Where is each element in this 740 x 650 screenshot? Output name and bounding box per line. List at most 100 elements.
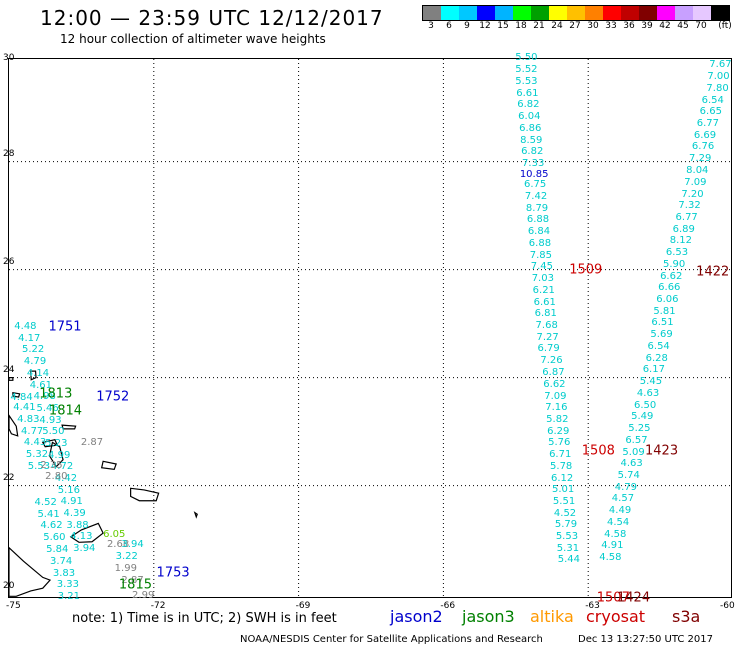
pass-time-label: 1815: [118, 577, 152, 593]
wave-height-value: 5.53: [515, 75, 538, 87]
coastline-turks-caicos: [130, 487, 160, 502]
wave-height-value: 6.81: [534, 307, 557, 319]
wave-height-value: 2.99: [132, 589, 155, 601]
color-scale-swatch: [639, 6, 657, 20]
color-scale-swatch: [657, 6, 675, 20]
wave-height-value: 7.03: [531, 272, 554, 284]
color-scale-label: 6: [446, 21, 452, 31]
wave-height-value: 4.84: [10, 392, 33, 404]
wave-height-value: 5.32: [25, 449, 49, 461]
x-tick-label: -66: [440, 601, 456, 611]
wave-height-value: 4.62: [40, 520, 63, 532]
wave-height-value: 6.29: [547, 425, 570, 437]
wave-height-value: 4.98: [33, 391, 56, 403]
wave-height-value: 4.93: [39, 414, 62, 426]
x-tick-label: -75: [6, 601, 21, 611]
wave-height-value: 7.27: [536, 331, 559, 343]
color-scale-label: (ft): [718, 21, 732, 31]
wave-height-value: 6.87: [542, 366, 565, 378]
satellite-label-altika: altika: [530, 607, 574, 626]
color-scale-swatch: [459, 6, 477, 20]
wave-height-value: 6.57: [625, 434, 648, 446]
wave-height-value: 4.43: [23, 437, 47, 449]
pass-time-label: 1752: [96, 389, 130, 405]
wave-height-value: 5.41: [37, 508, 60, 520]
wave-height-value: 6.50: [634, 399, 657, 411]
coastline-mayaguana: [100, 460, 117, 471]
satellite-label-jason2: jason2: [390, 607, 443, 626]
color-scale-label: 39: [641, 21, 653, 31]
wave-height-value: 6.82: [521, 146, 544, 158]
wave-height-value: 4.54: [606, 516, 630, 528]
wave-height-value: 6.05: [103, 529, 126, 541]
wave-height-value: 4.57: [611, 493, 635, 505]
wave-height-value: 1.99: [114, 562, 137, 574]
wave-height-value: 6.86: [519, 122, 542, 134]
satellite-label-s3a: s3a: [672, 607, 701, 626]
wave-height-value: 5.76: [548, 436, 571, 448]
wave-height-value: 4.99: [48, 449, 71, 461]
wave-height-value: 7.42: [524, 190, 548, 202]
wave-height-value: 4.63: [620, 458, 643, 469]
color-scale-labels: 3 6 9 12 15 18 21 24 27 30 33 36 39 42 45 70 (ft): [422, 21, 732, 33]
wave-height-value: 7.16: [545, 401, 568, 413]
coastline-grand-turk: [193, 511, 198, 519]
wave-height-value: 5.25: [628, 422, 651, 434]
wave-height-value: 3.33: [56, 578, 80, 590]
color-scale-swatch: [603, 6, 621, 20]
y-tick-label: 28: [3, 148, 15, 159]
wave-height-value: 6.88: [528, 237, 552, 249]
wave-height-value: 6.54: [647, 340, 670, 352]
wave-height-value: 3.83: [52, 567, 76, 579]
wave-height-value: 6.66: [658, 281, 681, 293]
pass-time-label: 1814: [48, 403, 83, 419]
wave-height-value: 5.31: [556, 542, 580, 554]
wave-height-value: 3.21: [57, 590, 80, 602]
wave-height-value: 4.91: [601, 540, 624, 552]
color-scale-label: 30: [587, 21, 599, 31]
wave-height-value: 2.35: [40, 460, 63, 472]
wave-height-value: 5.51: [552, 495, 576, 507]
y-tick-label: 20: [3, 580, 15, 591]
wave-height-value: 5.49: [631, 411, 654, 423]
wave-height-value: 5.44: [557, 554, 581, 566]
wave-height-value: 7.09: [684, 176, 707, 188]
color-scale-label: 12: [479, 21, 491, 31]
wave-height-value: 6.84: [527, 225, 551, 237]
x-tick-label: -60: [720, 601, 735, 611]
color-scale-swatch: [621, 6, 639, 20]
satellite-label-cryosat: cryosat: [586, 607, 646, 626]
wave-height-value: 5.16: [57, 485, 80, 496]
wave-height-value: 7.29: [689, 152, 712, 164]
wave-height-value: 6.17: [642, 364, 665, 376]
color-scale-swatch: [675, 6, 693, 20]
color-scale-swatch: [585, 6, 603, 20]
wave-height-value: 6.12: [550, 472, 574, 484]
wave-height-value: 6.04: [518, 110, 541, 122]
wave-height-value: 6.54: [701, 94, 724, 106]
wave-height-value: 2.87: [80, 436, 104, 448]
wave-height-value: 6.89: [672, 223, 695, 235]
footer-note: note: 1) Time is in UTC; 2) SWH is in fe…: [72, 611, 337, 626]
wave-height-value: 4.58: [604, 528, 627, 540]
wave-height-value: 3.22: [115, 550, 138, 562]
wave-height-value: 4.77: [21, 426, 44, 438]
color-scale-label: 24: [551, 21, 563, 31]
wave-height-value: 5.53: [27, 461, 51, 473]
wave-height-value: 6.71: [549, 448, 572, 460]
wave-height-value: 6.75: [523, 179, 547, 191]
wave-height-value: 6.77: [696, 117, 720, 129]
color-scale-label: 45: [677, 21, 689, 31]
wave-height-value: 5.50: [42, 426, 65, 438]
y-tick-label: 26: [3, 256, 15, 267]
wave-height-value: 5.79: [554, 519, 578, 531]
wave-height-value: 7.80: [706, 82, 729, 94]
wave-height-value: 6.79: [537, 342, 560, 354]
wave-height-value: 4.58: [599, 551, 622, 563]
wave-height-value: 6.62: [543, 378, 566, 390]
wave-height-value: 2.80: [45, 470, 68, 482]
wave-height-value: 6.06: [656, 293, 679, 305]
color-scale-label: 3: [428, 21, 434, 31]
color-scale-label: 18: [515, 21, 527, 31]
wave-height-value: 7.20: [681, 188, 704, 200]
